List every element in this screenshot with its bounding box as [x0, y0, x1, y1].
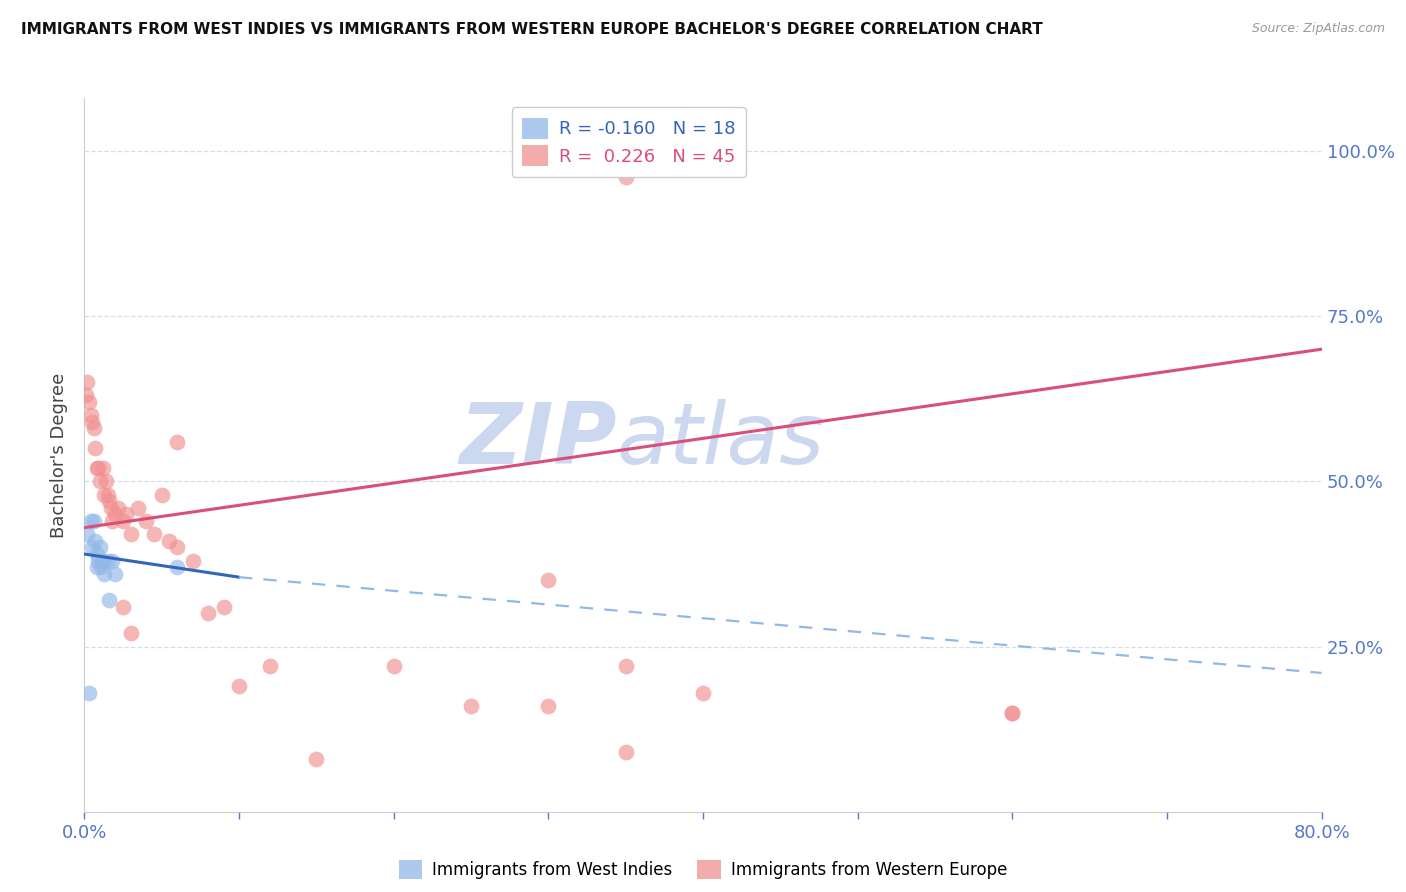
- Point: [97, 487, 120, 501]
- Point: [82, 415, 104, 429]
- Point: [76, 376, 98, 390]
- Point: [166, 434, 188, 449]
- Point: [86, 560, 108, 574]
- Point: [91, 554, 114, 568]
- Point: [76, 527, 98, 541]
- Point: [305, 752, 328, 766]
- Point: [1001, 706, 1024, 720]
- Point: [150, 487, 173, 501]
- Point: [159, 533, 181, 548]
- Point: [212, 599, 235, 614]
- Point: [120, 626, 142, 640]
- Point: [98, 593, 121, 607]
- Point: [84, 533, 107, 548]
- Point: [112, 514, 135, 528]
- Point: [82, 541, 104, 555]
- Point: [101, 514, 124, 528]
- Point: [77, 395, 100, 409]
- Point: [382, 659, 405, 673]
- Point: [100, 500, 122, 515]
- Point: [93, 487, 115, 501]
- Y-axis label: Bachelor's Degree: Bachelor's Degree: [51, 372, 69, 538]
- Point: [90, 560, 112, 574]
- Point: [614, 745, 637, 759]
- Point: [87, 554, 110, 568]
- Text: Source: ZipAtlas.com: Source: ZipAtlas.com: [1251, 22, 1385, 36]
- Point: [104, 508, 127, 522]
- Point: [143, 527, 166, 541]
- Point: [79, 409, 101, 423]
- Point: [86, 461, 108, 475]
- Point: [98, 494, 121, 508]
- Point: [84, 442, 107, 456]
- Point: [115, 508, 138, 522]
- Point: [83, 514, 105, 528]
- Point: [128, 500, 150, 515]
- Point: [166, 560, 188, 574]
- Text: atlas: atlas: [616, 399, 824, 483]
- Text: ZIP: ZIP: [458, 399, 616, 483]
- Point: [614, 170, 637, 185]
- Point: [79, 514, 101, 528]
- Legend: Immigrants from West Indies, Immigrants from Western Europe: Immigrants from West Indies, Immigrants …: [392, 853, 1014, 886]
- Point: [112, 599, 135, 614]
- Point: [94, 475, 117, 489]
- Point: [104, 566, 127, 581]
- Point: [97, 554, 120, 568]
- Text: IMMIGRANTS FROM WEST INDIES VS IMMIGRANTS FROM WESTERN EUROPE BACHELOR'S DEGREE : IMMIGRANTS FROM WEST INDIES VS IMMIGRANT…: [21, 22, 1043, 37]
- Point: [460, 698, 482, 713]
- Point: [87, 461, 110, 475]
- Point: [75, 388, 97, 402]
- Point: [197, 607, 219, 621]
- Point: [93, 566, 115, 581]
- Point: [537, 574, 560, 588]
- Point: [692, 686, 714, 700]
- Point: [83, 421, 105, 435]
- Point: [89, 475, 111, 489]
- Point: [107, 500, 129, 515]
- Point: [614, 659, 637, 673]
- Point: [537, 698, 560, 713]
- Point: [166, 541, 188, 555]
- Point: [228, 679, 250, 693]
- Point: [91, 461, 114, 475]
- Point: [181, 554, 204, 568]
- Point: [77, 686, 100, 700]
- Point: [120, 527, 142, 541]
- Point: [135, 514, 157, 528]
- Point: [259, 659, 281, 673]
- Point: [86, 547, 108, 561]
- Point: [89, 541, 111, 555]
- Point: [1001, 706, 1024, 720]
- Point: [101, 554, 124, 568]
